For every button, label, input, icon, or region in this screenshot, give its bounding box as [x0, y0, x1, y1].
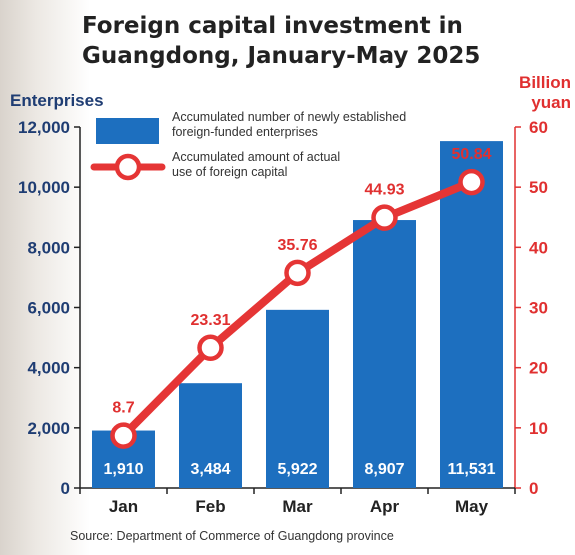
right-axis-tick-label: 10: [529, 419, 548, 438]
line-point: [110, 422, 137, 449]
line-point: [197, 334, 224, 362]
x-axis-tick-label: Mar: [282, 497, 313, 516]
chart-title: Foreign capital investment in Guangdong,…: [82, 12, 552, 72]
x-axis-tick-label: Jan: [109, 497, 138, 516]
bar-value-label: 11,531: [447, 461, 495, 478]
right-axis-tick-label: 20: [529, 359, 548, 378]
right-axis-tick-label: 60: [529, 118, 548, 137]
line-value-label: 35.76: [277, 237, 317, 254]
x-axis-tick-label: Apr: [370, 497, 400, 516]
legend-line-label: Accumulated amount of actual use of fore…: [172, 150, 341, 179]
right-axis-tick-label: 40: [529, 238, 548, 257]
bar: [179, 383, 242, 488]
background-photo-fade: [0, 0, 90, 555]
bar: [266, 309, 329, 488]
title-line-2: Guangdong, January-May 2025: [82, 42, 481, 69]
legend-line-marker: [114, 153, 142, 181]
right-axis-tick-label: 0: [529, 479, 538, 498]
line-point: [371, 204, 398, 231]
bar-value-label: 8,907: [364, 461, 404, 478]
x-axis-tick-label: May: [455, 497, 489, 516]
left-axis-tick-label: 4,000: [27, 359, 70, 378]
left-axis-tick-label: 8,000: [27, 238, 70, 257]
line-value-label: 8.7: [112, 400, 134, 417]
right-axis-tick-label: 30: [529, 299, 548, 318]
x-axis-tick-label: Feb: [195, 497, 225, 516]
right-axis-tick-label: 50: [529, 178, 548, 197]
left-axis-tick-label: 10,000: [18, 178, 70, 197]
line-value-label: 44.93: [364, 182, 404, 199]
source-note: Source: Department of Commerce of Guangd…: [70, 529, 394, 543]
bar-value-label: 1,910: [103, 461, 143, 478]
line-value-label: 50.84: [451, 146, 491, 163]
title-line-1: Foreign capital investment in: [82, 13, 463, 39]
right-axis-unit-line-1: Billion: [519, 73, 571, 92]
left-axis-tick-label: 0: [61, 479, 70, 498]
bar: [353, 220, 416, 489]
line-value-label: 23.31: [190, 312, 230, 329]
left-axis-tick-label: 12,000: [18, 118, 70, 137]
line-point: [284, 259, 311, 287]
left-axis-unit: Enterprises: [10, 91, 104, 110]
legend-bar-swatch: [96, 118, 159, 144]
legend-bar-label: Accumulated number of newly established …: [172, 110, 407, 139]
right-axis-unit: Billion yuan: [519, 73, 571, 112]
bar-value-label: 3,484: [190, 461, 230, 478]
left-axis-tick-label: 6,000: [27, 299, 70, 318]
bar: [440, 141, 503, 489]
left-axis-tick-label: 2,000: [27, 419, 70, 438]
right-axis-unit-line-2: yuan: [531, 92, 571, 112]
line-point: [458, 168, 485, 196]
bar-value-label: 5,922: [277, 461, 317, 478]
